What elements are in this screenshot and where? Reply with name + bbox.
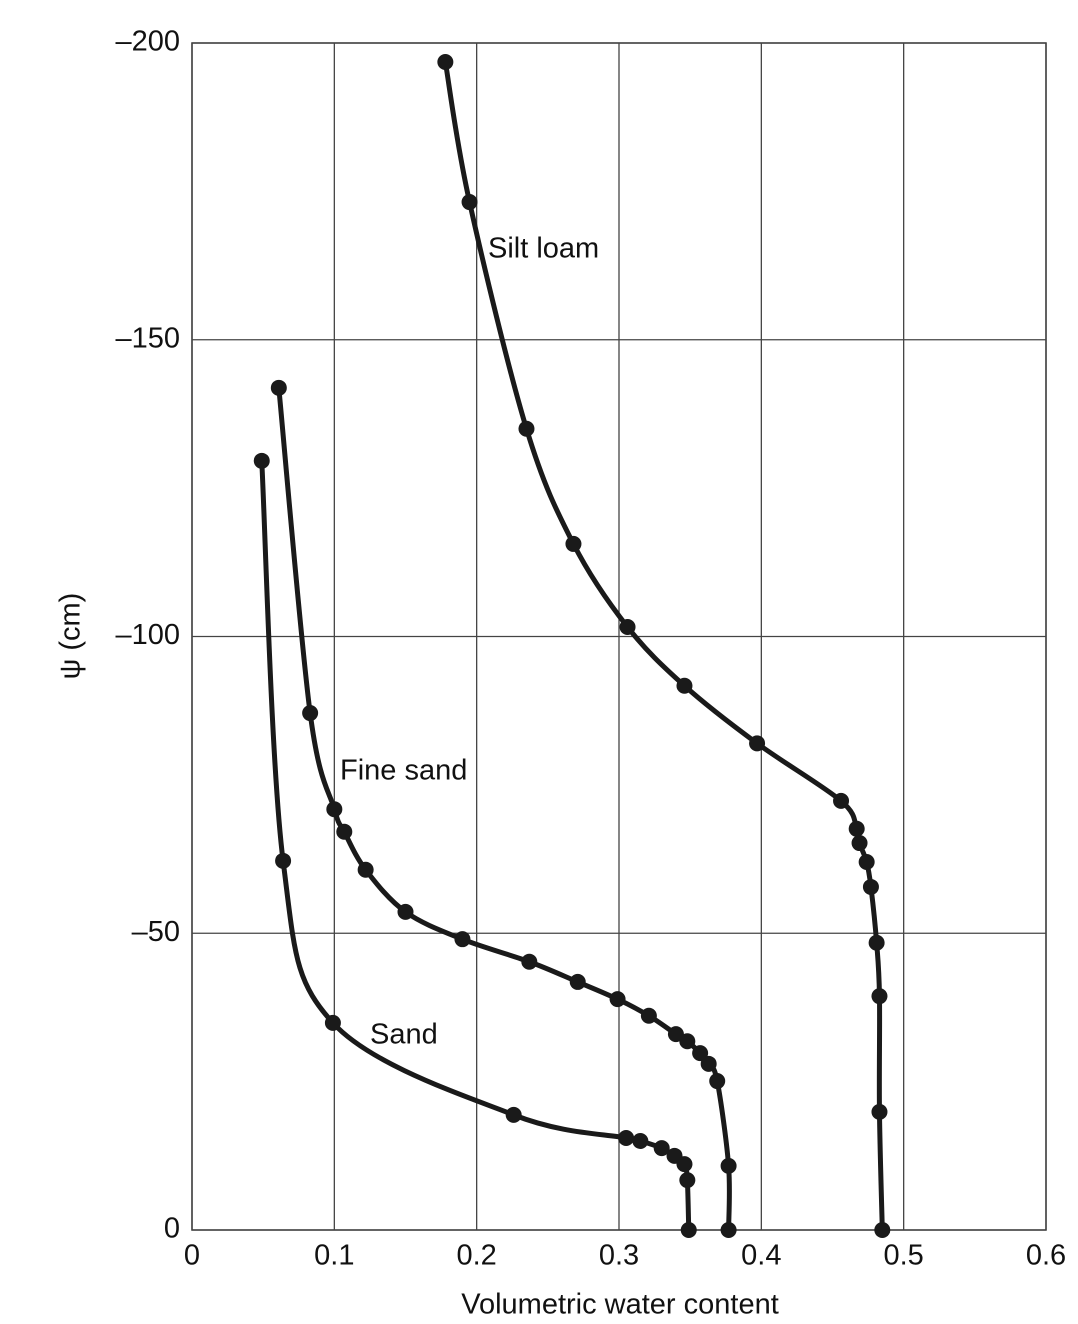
data-point [653, 1140, 670, 1157]
y-tick-label: –150 [115, 322, 180, 354]
data-point [858, 854, 875, 871]
data-point [437, 53, 454, 70]
data-point [868, 934, 885, 951]
series-line [442, 61, 885, 1231]
y-tick-label: 0 [164, 1213, 180, 1245]
y-tick-label: –200 [115, 26, 180, 58]
data-point [871, 1103, 888, 1120]
data-point [720, 1157, 737, 1174]
data-point [680, 1222, 697, 1238]
x-axis-label: Volumetric water content [461, 1289, 779, 1321]
data-point [253, 452, 270, 469]
data-point [324, 1014, 341, 1031]
data-point [700, 1055, 717, 1072]
data-point [461, 194, 478, 211]
y-tick-label: –100 [115, 619, 180, 651]
data-point [505, 1106, 522, 1123]
x-tick-label: 0.4 [741, 1240, 781, 1272]
data-point [326, 801, 343, 818]
data-point [749, 735, 766, 752]
data-point [618, 1130, 635, 1147]
data-point [275, 852, 292, 869]
data-point [862, 878, 879, 895]
x-tick-label: 0.6 [1026, 1240, 1066, 1272]
data-point [336, 823, 353, 840]
data-point [569, 973, 586, 990]
x-tick-label: 0.1 [314, 1240, 354, 1272]
data-point [720, 1222, 737, 1238]
data-point [518, 420, 535, 437]
series-label: Silt loam [488, 233, 599, 265]
data-point [357, 861, 374, 878]
data-point [676, 677, 693, 694]
data-point [397, 903, 414, 920]
data-point [692, 1045, 709, 1062]
x-tick-label: 0.5 [884, 1240, 924, 1272]
series-label: Sand [370, 1019, 438, 1051]
x-tick-label: 0.3 [599, 1240, 639, 1272]
series-line [259, 460, 692, 1231]
data-point [871, 988, 888, 1005]
data-point [709, 1073, 726, 1090]
data-point [833, 792, 850, 809]
data-point [676, 1156, 693, 1173]
data-point [667, 1026, 684, 1043]
series-label: Fine sand [340, 755, 467, 787]
data-point [454, 931, 471, 948]
data-point [848, 820, 865, 837]
data-point [632, 1132, 649, 1149]
data-point [851, 835, 868, 852]
data-point [565, 535, 582, 552]
data-point [679, 1172, 696, 1189]
data-point [609, 991, 626, 1008]
x-tick-label: 0 [184, 1240, 200, 1272]
data-point [874, 1222, 891, 1238]
data-point [679, 1033, 696, 1050]
series-line [276, 387, 732, 1231]
data-point [270, 379, 287, 396]
data-point [640, 1007, 657, 1024]
y-tick-label: –50 [132, 916, 180, 948]
y-axis-label: ψ (cm) [55, 593, 87, 680]
data-point [521, 953, 538, 970]
data-point [619, 619, 636, 636]
x-tick-label: 0.2 [457, 1240, 497, 1272]
data-point [302, 705, 319, 722]
